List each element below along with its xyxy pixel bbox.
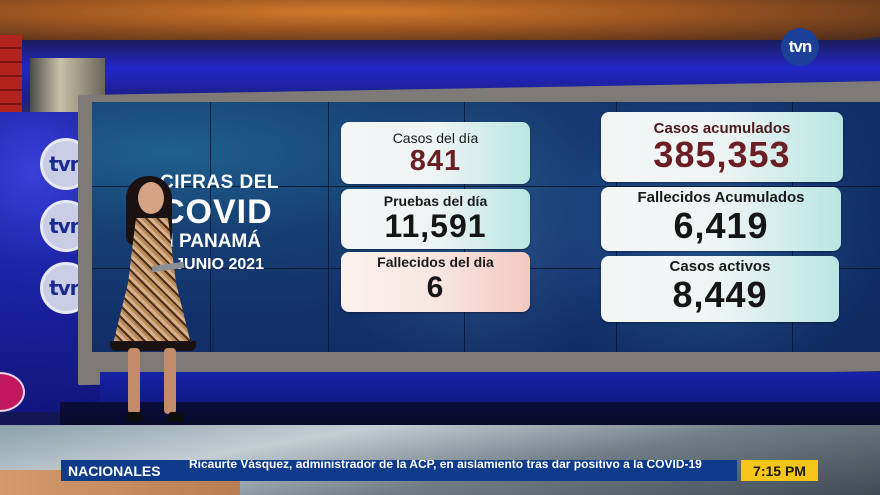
red-pillar (0, 35, 22, 115)
daily-tests-label: Pruebas del día (383, 193, 488, 209)
daily-cases-card: Casos del día 841 (341, 122, 530, 184)
title-line-4: E JUNIO 2021 (160, 256, 265, 273)
active-cases-card: Casos activos 8,449 (601, 256, 839, 322)
ticker-section-label: NACIONALES (68, 462, 161, 479)
title-line-2: COVID (160, 193, 273, 231)
broadcast-clock: 7:15 PM (741, 460, 818, 481)
title-line-3: N PANAMÁ (160, 231, 261, 252)
active-cases-label: Casos activos (669, 258, 771, 275)
cumulative-deaths-label: Fallecidos Acumulados (637, 189, 805, 206)
news-ticker-bar: NACIONALES Ricaurte Vásquez, administrad… (61, 460, 737, 481)
active-cases-value: 8,449 (672, 274, 768, 315)
cumulative-deaths-value: 6,419 (673, 205, 769, 246)
ticker-headline: Ricaurte Vásquez, administrador de la AC… (189, 460, 702, 471)
daily-tests-value: 11,591 (384, 208, 487, 244)
cumulative-deaths-card: Fallecidos Acumulados 6,419 (601, 187, 841, 251)
cumulative-cases-value: 385,353 (653, 134, 791, 175)
daily-cases-label: Casos del día (392, 130, 479, 146)
daily-tests-card: Pruebas del día 11,591 (341, 189, 530, 249)
covid-figures-title: CIFRAS DEL COVID N PANAMÁ E JUNIO 2021 (160, 172, 279, 274)
daily-deaths-value: 6 (426, 271, 445, 304)
news-presenter (104, 176, 204, 436)
tvn-logo-icon: tvn (781, 28, 819, 66)
daily-deaths-label: Fallecidos del dia (377, 254, 494, 270)
cumulative-cases-card: Casos acumulados 385,353 (601, 112, 843, 182)
daily-cases-value: 841 (409, 145, 462, 177)
title-line-1: CIFRAS DEL (160, 172, 279, 193)
daily-deaths-card: Fallecidos del dia 6 (341, 252, 530, 312)
cumulative-cases-label: Casos acumulados (653, 120, 791, 137)
